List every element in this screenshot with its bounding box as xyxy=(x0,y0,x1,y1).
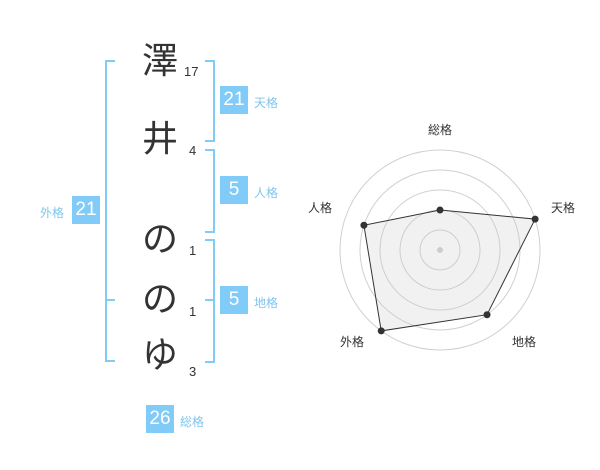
chikaku-label: 地格 xyxy=(254,296,279,310)
tenkaku-badge: 21 xyxy=(220,86,248,114)
stroke-count: 3 xyxy=(189,364,197,379)
jinkaku-bracket xyxy=(205,149,215,233)
chikaku-bracket xyxy=(205,239,215,363)
axis-label: 人格 xyxy=(307,201,332,215)
tenkaku-label: 天格 xyxy=(254,96,279,110)
bracket-tick xyxy=(105,299,115,301)
name-char: ゆ xyxy=(141,335,178,376)
jinkaku-label: 人格 xyxy=(254,186,279,200)
data-point xyxy=(531,215,539,223)
data-area xyxy=(363,209,536,332)
gaikaku-label: 外格 xyxy=(40,206,65,220)
stroke-count: 17 xyxy=(184,64,199,79)
grid-ring xyxy=(339,149,541,351)
gaikaku-badge: 21 xyxy=(72,196,100,224)
bracket-tick xyxy=(205,299,215,301)
stroke-count: 1 xyxy=(189,304,197,319)
axis-label: 天格 xyxy=(550,201,575,215)
gaikaku-bracket xyxy=(105,60,115,362)
jinkaku-badge: 5 xyxy=(220,176,248,204)
axis-label: 総格 xyxy=(427,123,452,137)
stroke-count: 1 xyxy=(189,243,197,258)
name-char: 澤 xyxy=(141,41,178,82)
soukaku-badge: 26 xyxy=(146,405,174,433)
data-point xyxy=(436,206,444,214)
data-point xyxy=(483,311,491,319)
center-dot xyxy=(437,247,443,253)
axis-label: 外格 xyxy=(339,335,364,349)
name-char: の xyxy=(141,279,178,320)
tenkaku-bracket xyxy=(205,60,215,142)
axis-label: 地格 xyxy=(511,335,536,349)
chikaku-badge: 5 xyxy=(220,286,248,314)
stroke-count: 4 xyxy=(189,143,197,158)
grid-ring xyxy=(379,189,501,311)
soukaku-label: 総格 xyxy=(180,415,205,429)
grid-ring xyxy=(419,229,461,271)
name-char: 井 xyxy=(141,119,178,160)
data-point xyxy=(377,327,385,335)
name-char: の xyxy=(141,219,178,260)
data-point xyxy=(360,221,368,229)
